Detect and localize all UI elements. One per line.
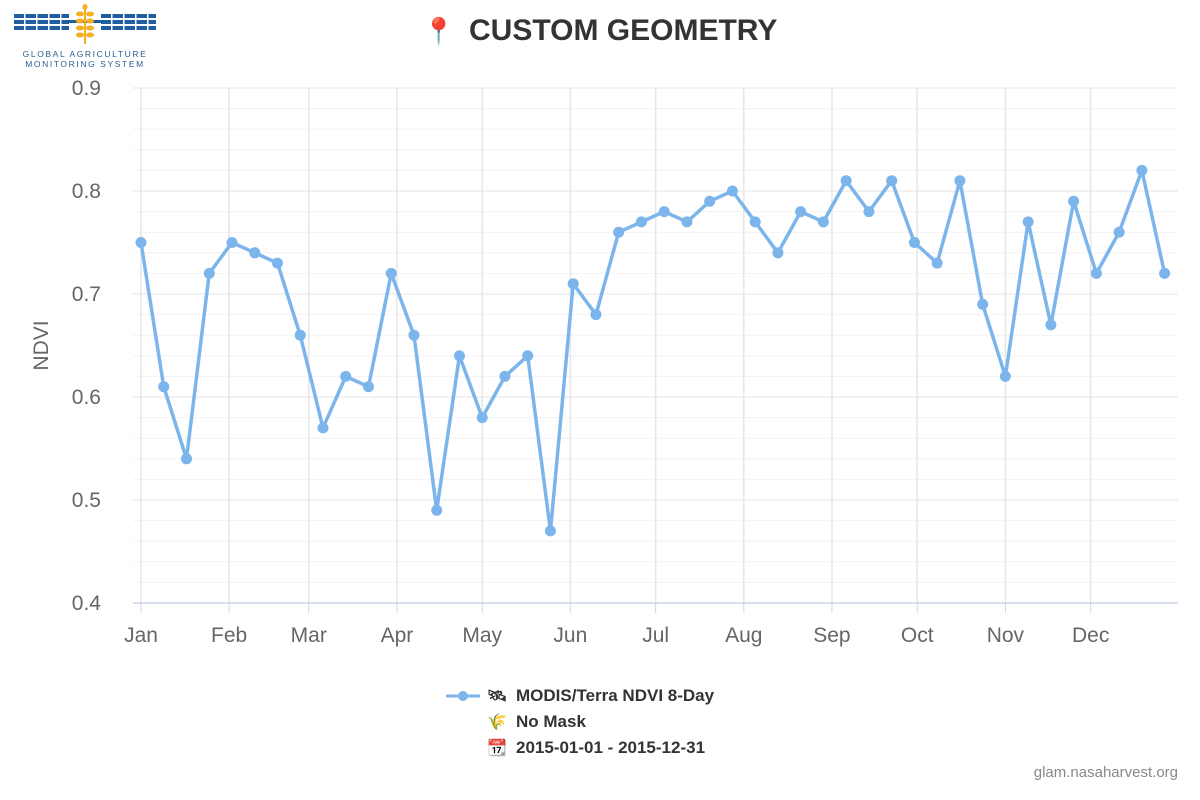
x-tick-label: Sep: [813, 624, 850, 647]
data-point: [431, 504, 443, 516]
data-point: [522, 350, 534, 362]
data-point: [158, 381, 170, 393]
y-tick-label: 0.4: [72, 592, 102, 615]
data-point: [476, 412, 488, 424]
data-point: [749, 216, 761, 228]
x-tick-label: Jul: [642, 624, 669, 647]
satellite-icon: 🛰: [486, 688, 508, 705]
data-point: [567, 278, 579, 290]
x-tick-label: Jan: [124, 624, 158, 647]
x-tick-label: May: [462, 624, 502, 647]
data-point: [453, 350, 465, 362]
legend-mask-item: 🌾 No Mask: [446, 710, 806, 736]
data-point: [1090, 267, 1102, 279]
y-tick-label: 0.7: [72, 283, 101, 306]
chart-title-bar: 📍 CUSTOM GEOMETRY: [0, 14, 1200, 48]
legend-series-swatch: [446, 691, 480, 701]
legend-series-label: MODIS/Terra NDVI 8-Day: [516, 686, 715, 705]
data-point: [726, 185, 738, 197]
data-point: [385, 267, 397, 279]
data-point: [977, 298, 989, 310]
data-point: [294, 329, 306, 341]
x-tick-label: Nov: [987, 624, 1025, 647]
site-credit[interactable]: glam.nasaharvest.org: [1033, 764, 1178, 781]
data-point: [886, 175, 898, 187]
logo-text-line2: MONITORING SYSTEM: [25, 59, 145, 69]
data-point: [658, 206, 670, 218]
data-point: [772, 247, 784, 259]
legend-series-item[interactable]: 🛰 MODIS/Terra NDVI 8-Day: [446, 684, 806, 710]
x-tick-label: Oct: [901, 624, 934, 647]
data-point: [817, 216, 829, 228]
data-point: [135, 237, 147, 248]
data-point: [408, 329, 420, 341]
data-point: [1113, 226, 1125, 238]
data-point: [226, 237, 238, 248]
data-point: [249, 247, 261, 259]
glam-logo: GLOBAL AGRICULTURE MONITORING SYSTEM: [14, 4, 156, 70]
data-point: [1068, 195, 1080, 207]
series-line: [139, 168, 1167, 533]
y-axis-title: NDVI: [30, 320, 53, 370]
data-point: [317, 422, 329, 434]
data-point: [499, 370, 511, 382]
data-point: [544, 525, 556, 537]
x-tick-label: Mar: [291, 624, 327, 647]
data-point: [1136, 164, 1148, 176]
chart-legend[interactable]: 🛰 MODIS/Terra NDVI 8-Day 🌾 No Mask 📆 2015-0…: [446, 684, 806, 762]
data-point: [931, 257, 943, 269]
x-tick-label: Jun: [553, 624, 587, 647]
data-point: [362, 381, 374, 393]
data-point: [908, 237, 920, 248]
crop-icon: 🌾: [487, 714, 507, 731]
data-point: [1022, 216, 1034, 228]
data-point: [954, 175, 966, 187]
data-point: [340, 370, 352, 382]
y-tick-label: 0.5: [72, 489, 101, 512]
legend-date-item: 📆 2015-01-01 - 2015-12-31: [446, 736, 806, 762]
chart-title: CUSTOM GEOMETRY: [469, 14, 778, 47]
x-tick-label: Aug: [725, 624, 762, 647]
data-point: [704, 195, 716, 207]
data-point: [590, 309, 602, 321]
data-point: [613, 226, 625, 238]
data-point: [203, 267, 215, 279]
data-point: [999, 370, 1011, 382]
data-point: [180, 453, 192, 465]
data-point: [863, 206, 875, 218]
logo-text-line1: GLOBAL AGRICULTURE: [22, 49, 148, 59]
legend-mask-label: No Mask: [516, 712, 586, 731]
data-point: [681, 216, 693, 228]
x-tick-label: Apr: [381, 624, 414, 647]
map-pin-icon: 📍: [422, 16, 455, 46]
y-tick-label: 0.9: [72, 77, 101, 100]
data-point: [271, 257, 283, 269]
data-point: [840, 175, 852, 187]
data-point: [1159, 267, 1171, 279]
logo-graphic: [14, 4, 156, 44]
data-point: [1045, 319, 1057, 331]
x-tick-label: Feb: [211, 624, 247, 647]
calendar-icon: 📆: [487, 740, 507, 757]
data-point: [635, 216, 647, 228]
legend-date-label: 2015-01-01 - 2015-12-31: [516, 738, 706, 757]
data-point: [795, 206, 807, 218]
x-tick-label: Dec: [1072, 624, 1109, 647]
y-tick-label: 0.8: [72, 180, 101, 203]
y-tick-label: 0.6: [72, 386, 101, 409]
